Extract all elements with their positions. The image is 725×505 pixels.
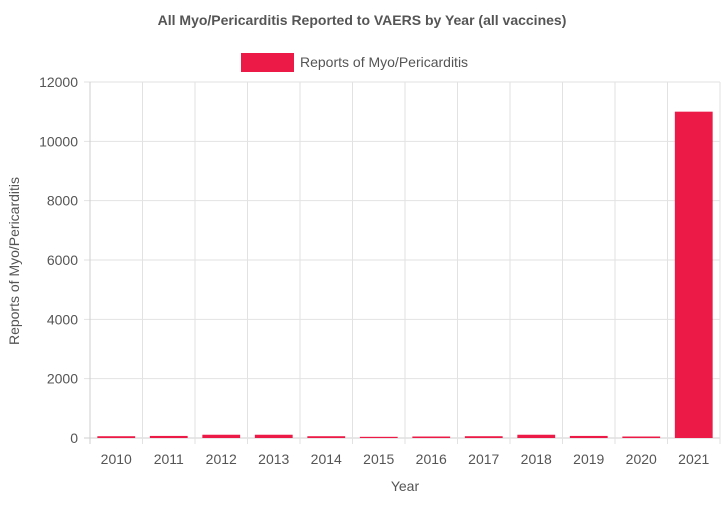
x-axis: 2010 2011 2012 2013 2014 2015 2016 2017 2018 2019… bbox=[101, 451, 710, 467]
x-tick-label: 2014 bbox=[311, 451, 342, 467]
bar[interactable] bbox=[307, 436, 346, 438]
y-tick-label: 2000 bbox=[47, 371, 78, 387]
y-tick-label: 10000 bbox=[39, 133, 78, 149]
y-tick-label: 6000 bbox=[47, 252, 78, 268]
y-axis: 0 2000 4000 6000 8000 10000 12000 bbox=[39, 74, 78, 446]
bar[interactable] bbox=[202, 434, 241, 438]
bar[interactable] bbox=[464, 436, 503, 438]
chart-title: All Myo/Pericarditis Reported to VAERS b… bbox=[158, 12, 567, 28]
x-tick-label: 2016 bbox=[416, 451, 447, 467]
grid bbox=[84, 81, 721, 444]
x-tick-label: 2013 bbox=[258, 451, 289, 467]
legend-label: Reports of Myo/Pericarditis bbox=[300, 54, 468, 70]
y-tick-label: 8000 bbox=[47, 193, 78, 209]
legend-swatch bbox=[241, 53, 294, 72]
bar[interactable] bbox=[359, 436, 398, 438]
legend[interactable]: Reports of Myo/Pericarditis bbox=[241, 53, 468, 72]
y-tick-label: 0 bbox=[70, 430, 78, 446]
x-tick-label: 2021 bbox=[678, 451, 709, 467]
x-tick-label: 2020 bbox=[626, 451, 657, 467]
bar[interactable] bbox=[622, 436, 661, 438]
bar[interactable] bbox=[97, 436, 136, 438]
bars bbox=[97, 111, 713, 439]
bar[interactable] bbox=[674, 111, 713, 439]
bar[interactable] bbox=[254, 434, 293, 438]
y-tick-label: 4000 bbox=[47, 311, 78, 327]
bar[interactable] bbox=[517, 434, 556, 438]
x-axis-label: Year bbox=[391, 478, 420, 494]
x-tick-label: 2011 bbox=[154, 451, 184, 467]
x-tick-label: 2010 bbox=[101, 451, 132, 467]
bar[interactable] bbox=[412, 436, 451, 438]
x-tick-label: 2018 bbox=[521, 451, 552, 467]
x-tick-label: 2019 bbox=[573, 451, 604, 467]
y-axis-label: Reports of Myo/Pericarditis bbox=[6, 177, 22, 345]
bar[interactable] bbox=[149, 435, 188, 438]
x-tick-label: 2015 bbox=[363, 451, 394, 467]
bar[interactable] bbox=[569, 435, 608, 438]
y-tick-label: 12000 bbox=[39, 74, 78, 90]
x-tick-label: 2012 bbox=[206, 451, 237, 467]
x-tick-label: 2017 bbox=[468, 451, 499, 467]
